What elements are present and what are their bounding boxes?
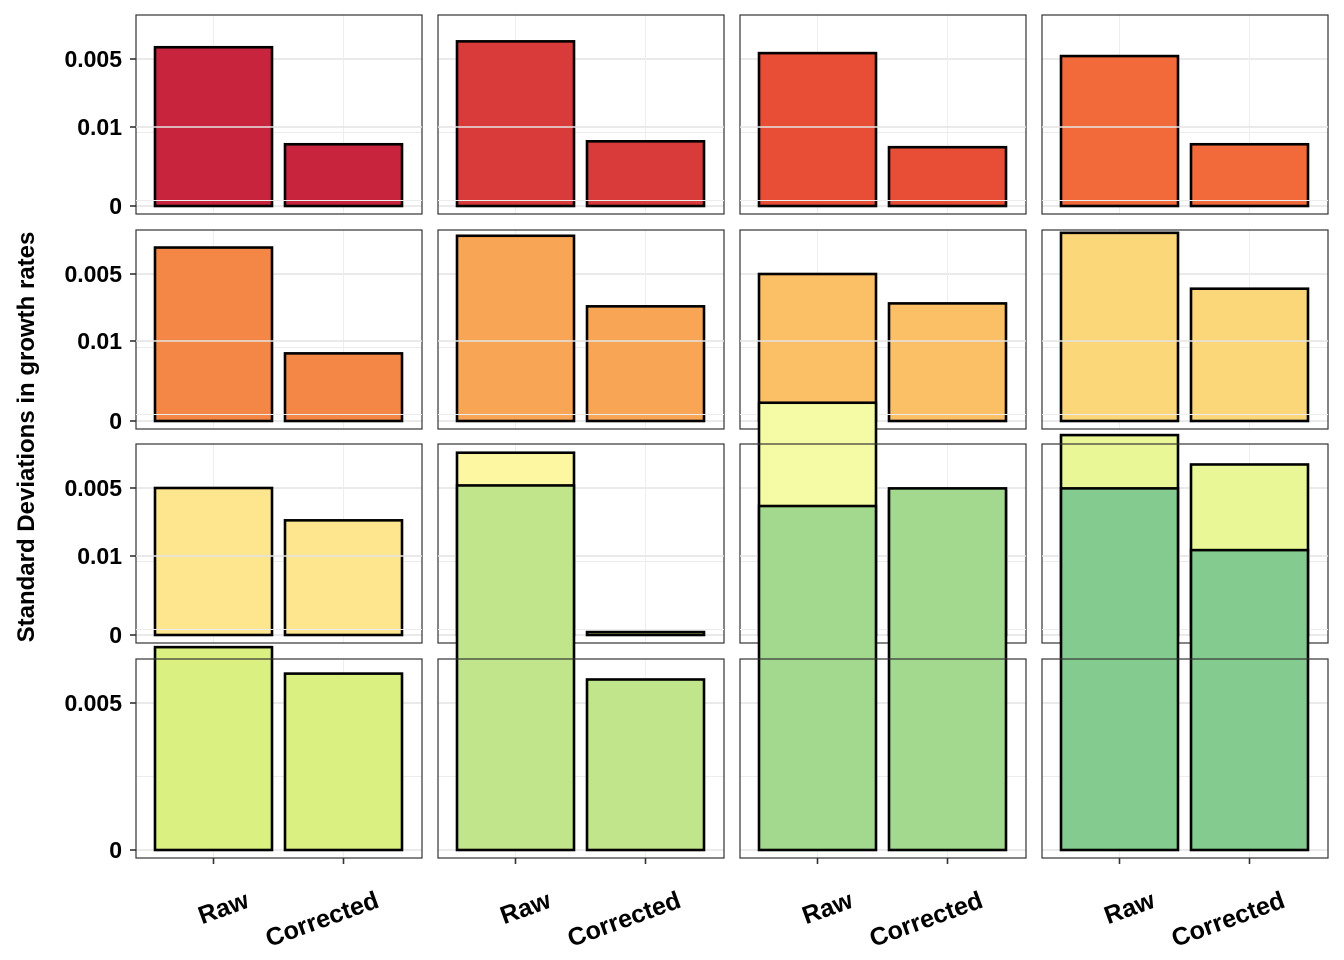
bar-raw — [757, 504, 878, 852]
x-tick-label: Corrected — [1168, 886, 1289, 953]
panel-border — [739, 229, 1027, 430]
panel-border — [437, 14, 725, 215]
y-tick-label: 0 — [109, 837, 122, 863]
y-tick-label: 0.005 — [64, 690, 122, 716]
panel-border — [1041, 443, 1329, 644]
panel-6 — [437, 126, 725, 430]
bar-corrected — [887, 302, 1008, 423]
panel-15 — [739, 487, 1027, 859]
x-tick-label: Corrected — [262, 886, 383, 953]
y-tick-label: 0 — [109, 193, 122, 219]
panel-16 — [1041, 487, 1329, 859]
bar-raw — [455, 484, 576, 852]
panel-5 — [135, 126, 423, 430]
panel-8 — [1041, 126, 1329, 430]
bar-corrected — [585, 140, 706, 208]
panel-border — [135, 14, 423, 215]
panel-border — [1041, 658, 1329, 859]
y-tick-label: 0.01 — [77, 114, 122, 140]
bar-raw — [757, 272, 878, 423]
bar-corrected — [585, 678, 706, 852]
x-tick-label: Corrected — [866, 886, 987, 953]
y-tick-label: 0 — [109, 408, 122, 434]
bar-raw — [757, 51, 878, 208]
panel-border — [437, 443, 725, 644]
panel-border — [1041, 229, 1329, 430]
panel-7 — [739, 126, 1027, 430]
panel-border — [739, 443, 1027, 644]
x-tick-label: Raw — [1101, 886, 1159, 930]
panels-layer — [135, 14, 1329, 859]
panel-border — [437, 229, 725, 430]
y-tick-label: 0.01 — [77, 543, 122, 569]
panel-border — [135, 658, 423, 859]
bar-corrected — [887, 145, 1008, 208]
panel-13 — [135, 555, 423, 859]
panel-border — [437, 658, 725, 859]
x-tick-label: Raw — [195, 886, 253, 930]
bar-corrected — [283, 352, 404, 423]
bar-corrected — [283, 519, 404, 637]
panel-2 — [437, 14, 725, 215]
x-tick-label: Corrected — [564, 886, 685, 953]
bar-corrected — [585, 305, 706, 423]
panel-border — [739, 658, 1027, 859]
panel-border — [135, 229, 423, 430]
bar-corrected — [1189, 548, 1310, 852]
bar-corrected — [887, 487, 1008, 852]
y-tick-label: 0.005 — [64, 475, 122, 501]
y-tick-label: 0 — [109, 622, 122, 648]
bar-raw — [153, 246, 274, 423]
bar-corrected — [283, 672, 404, 852]
y-tick-label: 0.005 — [64, 46, 122, 72]
bar-raw — [1059, 487, 1180, 852]
y-axis-title: Standard Deviations in growth rates — [13, 232, 40, 643]
bar-raw — [1059, 54, 1180, 208]
bar-corrected — [1189, 287, 1310, 423]
panel-3 — [739, 14, 1027, 215]
x-tick-label: Raw — [497, 886, 555, 930]
panel-border — [135, 443, 423, 644]
panel-14 — [437, 484, 725, 859]
panel-border — [1041, 14, 1329, 215]
panel-9 — [135, 340, 423, 644]
panel-4 — [1041, 14, 1329, 215]
bar-corrected — [1189, 142, 1310, 208]
y-tick-label: 0.005 — [64, 261, 122, 287]
bar-raw — [455, 234, 576, 423]
y-tick-label: 0.01 — [77, 328, 122, 354]
panel-1 — [135, 14, 423, 215]
bar-corrected — [283, 142, 404, 208]
bar-raw — [1059, 231, 1180, 423]
bar-raw — [153, 486, 274, 637]
bar-raw — [455, 40, 576, 208]
bar-raw — [153, 645, 274, 852]
panel-border — [739, 14, 1027, 215]
bar-corrected — [585, 630, 706, 637]
x-tick-label: Raw — [799, 886, 857, 930]
